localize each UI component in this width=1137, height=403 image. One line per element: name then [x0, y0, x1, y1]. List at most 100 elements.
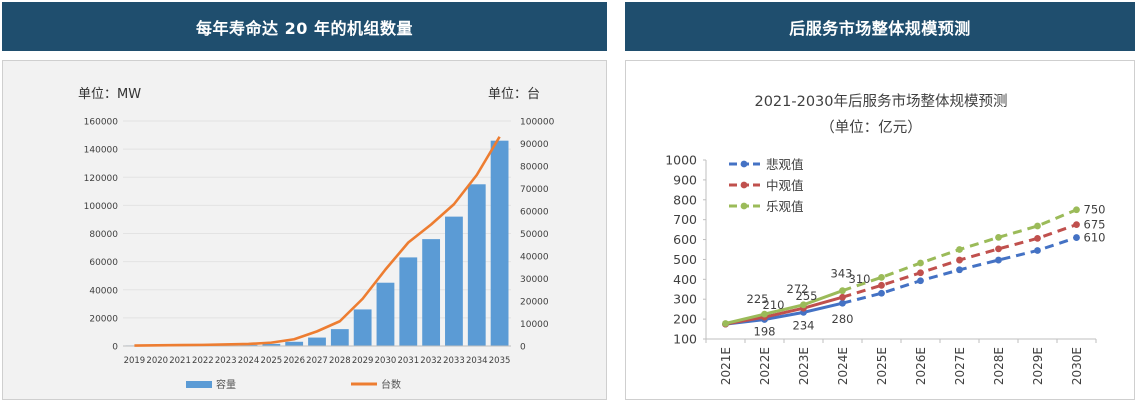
x-tick: 2029E [1031, 347, 1045, 385]
legend-label-capacity: 容量 [216, 378, 236, 391]
data-label: 198 [754, 325, 776, 339]
series-point [878, 273, 885, 281]
data-labels: 198 234 280 610 210 255 310 675 225 272 343 750 [747, 203, 1106, 339]
forecast-chart: 2021-2030年后服务市场整体规模预测 （单位：亿元） 100 200 300 4… [665, 93, 1106, 385]
y-tick: 800 [673, 192, 697, 207]
series-point [917, 269, 924, 277]
left-chart-panel: 单位：MW 单位：台 0 20000 40000 60000 80000 100000 12… [2, 60, 607, 400]
x-tick: 2021 [169, 356, 191, 366]
x-tick: 2025E [875, 347, 889, 385]
data-label: 272 [787, 282, 809, 296]
x-tick: 2031 [397, 356, 419, 366]
legend-label: 悲观值 [766, 157, 804, 172]
data-label: 234 [793, 318, 815, 332]
chart-title: 2021-2030年后服务市场整体规模预测 [754, 93, 1007, 110]
y-tick-right: 10000 [520, 320, 549, 330]
series-point [1034, 234, 1041, 242]
y-tick-right: 20000 [520, 298, 549, 308]
y-tick: 900 [673, 172, 697, 187]
y-tick-right: 0 [520, 343, 526, 353]
series-point [839, 299, 846, 307]
left-y-ticks: 0 20000 40000 60000 80000 100000 120000 140000 1… [84, 118, 119, 353]
legend-swatch-capacity [186, 381, 212, 388]
y-tick-left: 0 [112, 343, 118, 353]
y-tick: 300 [673, 292, 697, 307]
legend: 容量 台数 [186, 378, 401, 391]
y-tick-right: 80000 [520, 163, 549, 173]
x-tick: 2024 [238, 356, 260, 366]
y-ticks: 100 200 300 400 500 600 700 800 900 1000 [665, 153, 706, 347]
left-axis-unit: 单位：MW [78, 87, 141, 102]
x-tick: 2023E [797, 347, 811, 385]
capacity-bar [376, 282, 395, 346]
data-label: 675 [1084, 218, 1106, 232]
series-point [722, 320, 729, 327]
forecast-series [722, 206, 1080, 328]
gridlines [123, 120, 511, 319]
y-tick-left: 60000 [89, 258, 118, 268]
x-tick: 2024E [836, 347, 850, 385]
left-panel-header: 每年寿命达 20 年的机组数量 [2, 2, 607, 51]
series-point [839, 293, 846, 301]
capacity-bar [490, 140, 509, 346]
y-tick: 200 [673, 312, 697, 327]
capacity-bar [467, 184, 486, 346]
capacity-bar [422, 239, 441, 346]
series-point [878, 289, 885, 297]
series-point [956, 256, 963, 264]
data-label: 750 [1084, 203, 1106, 217]
y-tick-left: 140000 [84, 146, 119, 156]
x-tick: 2030 [375, 356, 397, 366]
capacity-bar [399, 257, 418, 346]
y-tick-right: 50000 [520, 230, 549, 240]
series-point [1073, 221, 1080, 229]
y-tick-right: 100000 [520, 118, 555, 128]
capacity-bar [445, 216, 463, 346]
data-label: 310 [849, 272, 871, 286]
chart-subtitle: （单位：亿元） [820, 119, 922, 136]
legend-label: 乐观值 [766, 199, 804, 214]
y-tick-left: 20000 [89, 314, 118, 324]
right-y-ticks: 0 10000 20000 30000 40000 50000 60000 70000 8000… [520, 118, 555, 353]
capacity-bar [330, 329, 349, 346]
capacity-bar [308, 337, 326, 346]
x-tick: 2025 [261, 356, 283, 366]
y-tick-left: 160000 [84, 118, 119, 128]
x-tick: 2022 [192, 356, 214, 366]
right-chart-panel: 2021-2030年后服务市场整体规模预测 （单位：亿元） 100 200 300 4… [625, 60, 1135, 400]
x-tick: 2028E [992, 347, 1006, 385]
y-tick: 400 [673, 272, 697, 287]
series-point [917, 259, 924, 267]
legend-marker [740, 181, 748, 189]
y-tick-right: 70000 [520, 185, 549, 195]
y-tick: 600 [673, 232, 697, 247]
x-tick: 2020 [146, 356, 168, 366]
legend-label: 中观值 [766, 178, 804, 193]
x-tick: 2027 [306, 356, 328, 366]
x-tick: 2023 [215, 356, 237, 366]
right-panel-header: 后服务市场整体规模预测 [625, 2, 1135, 51]
capacity-bar [285, 341, 304, 346]
x-tick: 2026 [283, 356, 305, 366]
data-label: 255 [796, 289, 818, 303]
x-tick: 2029 [352, 356, 374, 366]
y-tick: 700 [673, 212, 697, 227]
x-tick: 2021E [719, 347, 733, 385]
count-series-line [134, 136, 501, 347]
capacity-bars [125, 140, 509, 347]
series-point [800, 301, 807, 309]
y-tick-left: 40000 [89, 286, 118, 296]
x-tick: 2033 [443, 356, 465, 366]
y-tick: 1000 [665, 153, 697, 168]
units-chart: 单位：MW 单位：台 02000040000600008000010000012… [3, 61, 606, 399]
legend-marker [740, 160, 748, 168]
right-panel-title: 后服务市场整体规模预测 [789, 18, 971, 38]
series-point [761, 310, 768, 318]
data-label: 610 [1084, 231, 1106, 245]
x-tick: 2026E [914, 347, 928, 385]
y-tick-right: 40000 [520, 253, 549, 263]
series-point [917, 277, 924, 285]
x-tick: 2027E [953, 347, 967, 385]
x-ticks: 2021E 2022E 2023E 2024E 2025E 2026E 2027E 2028E… [705, 339, 1097, 385]
